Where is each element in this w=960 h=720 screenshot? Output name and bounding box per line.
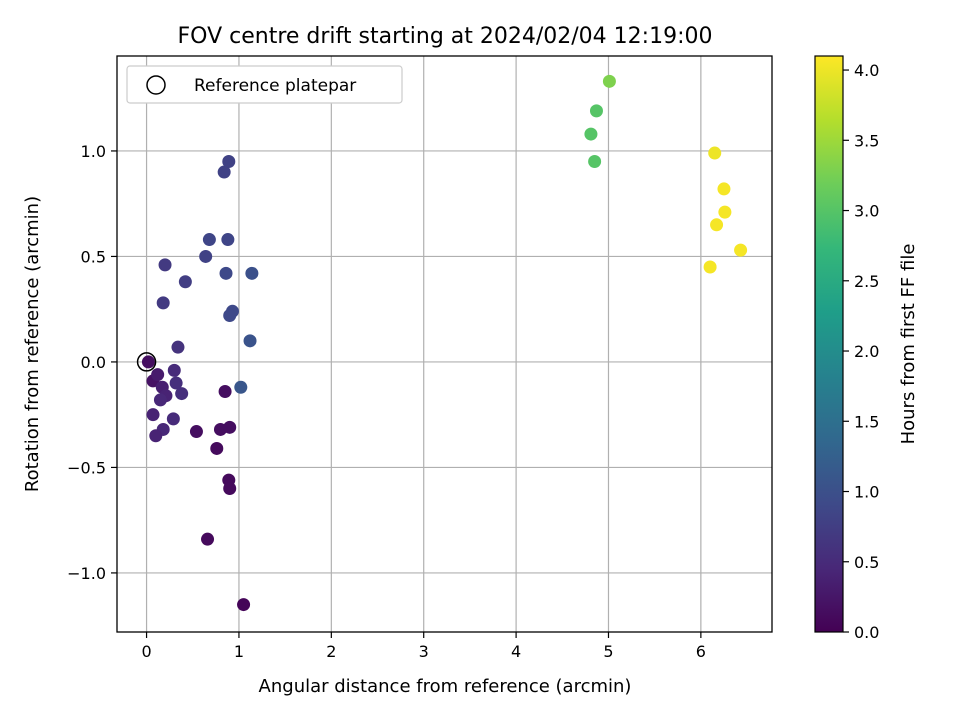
data-point bbox=[589, 104, 603, 118]
data-point bbox=[201, 532, 215, 546]
y-tick-label: 0.0 bbox=[81, 353, 106, 372]
data-point bbox=[156, 296, 170, 310]
data-point bbox=[234, 380, 248, 394]
colorbar bbox=[814, 55, 844, 633]
data-point bbox=[218, 384, 232, 398]
data-point bbox=[167, 363, 181, 377]
colorbar-ticks: 0.0 0.5 1.0 1.5 2.0 2.5 3.0 3.5 4.0 bbox=[843, 61, 879, 642]
data-point bbox=[210, 441, 224, 455]
data-point bbox=[718, 205, 732, 219]
data-point bbox=[202, 233, 216, 247]
x-tick-label: 3 bbox=[419, 642, 429, 661]
data-point bbox=[237, 598, 251, 612]
data-point bbox=[149, 429, 163, 443]
colorbar-tick-label: 3.5 bbox=[854, 131, 879, 150]
data-point bbox=[219, 266, 233, 280]
scatter-points bbox=[141, 74, 748, 612]
data-point bbox=[703, 260, 717, 274]
colorbar-tick-label: 2.5 bbox=[854, 272, 879, 291]
colorbar-label: Hours from first FF file bbox=[898, 244, 919, 445]
data-point bbox=[166, 412, 180, 426]
y-axis-label: Rotation from reference (arcmin) bbox=[22, 196, 43, 492]
reference-platepar-marker bbox=[136, 352, 157, 372]
colorbar-tick-label: 3.0 bbox=[854, 202, 879, 221]
data-point bbox=[169, 376, 183, 390]
legend-box bbox=[126, 65, 403, 104]
data-point bbox=[158, 258, 172, 272]
data-point bbox=[221, 233, 235, 247]
x-axis-label: Angular distance from reference (arcmin) bbox=[259, 676, 632, 697]
x-tick-label: 4 bbox=[511, 642, 521, 661]
colorbar-tick-label: 1.5 bbox=[854, 412, 879, 431]
data-point bbox=[223, 420, 237, 434]
data-point bbox=[245, 266, 259, 280]
data-point bbox=[717, 182, 731, 196]
data-point bbox=[171, 340, 185, 354]
colorbar-tick-label: 0.0 bbox=[854, 623, 879, 642]
data-point bbox=[223, 482, 237, 496]
data-point bbox=[602, 74, 616, 88]
data-point bbox=[217, 165, 231, 179]
data-point bbox=[708, 146, 722, 160]
legend: Reference platepar bbox=[126, 65, 403, 104]
chart-title: FOV centre drift starting at 2024/02/04 … bbox=[178, 24, 713, 49]
y-tick-label: 0.5 bbox=[81, 247, 106, 266]
data-point bbox=[175, 387, 189, 401]
x-tick-label: 2 bbox=[326, 642, 336, 661]
x-tick-label: 0 bbox=[141, 642, 151, 661]
legend-marker-icon bbox=[146, 75, 166, 95]
legend-label: Reference platepar bbox=[194, 76, 356, 96]
y-tick-label: −1.0 bbox=[67, 564, 106, 583]
x-tick-label: 6 bbox=[696, 642, 706, 661]
data-point bbox=[199, 249, 213, 263]
data-point bbox=[178, 275, 192, 289]
data-point bbox=[153, 393, 167, 407]
data-point bbox=[734, 243, 748, 257]
x-tick-label: 1 bbox=[234, 642, 244, 661]
data-point bbox=[710, 218, 724, 232]
x-tick-label: 5 bbox=[603, 642, 613, 661]
colorbar-tick-label: 2.0 bbox=[854, 342, 879, 361]
colorbar-tick-label: 1.0 bbox=[854, 483, 879, 502]
data-point bbox=[189, 425, 203, 439]
x-axis-ticks: 0 1 2 3 4 5 6 bbox=[141, 632, 706, 661]
y-tick-label: −0.5 bbox=[67, 458, 106, 477]
plot-frame bbox=[116, 55, 773, 633]
data-point bbox=[584, 127, 598, 141]
y-axis-ticks: −1.0 −0.5 0.0 0.5 1.0 bbox=[67, 142, 117, 583]
data-point bbox=[222, 154, 236, 168]
data-point bbox=[146, 408, 160, 422]
data-point bbox=[588, 154, 602, 168]
grid bbox=[117, 56, 772, 632]
data-point bbox=[151, 368, 165, 382]
colorbar-tick-label: 4.0 bbox=[854, 61, 879, 80]
colorbar-tick-label: 0.5 bbox=[854, 553, 879, 572]
data-point bbox=[243, 334, 257, 348]
data-point bbox=[141, 355, 155, 369]
y-tick-label: 1.0 bbox=[81, 142, 106, 161]
data-point bbox=[223, 309, 237, 323]
